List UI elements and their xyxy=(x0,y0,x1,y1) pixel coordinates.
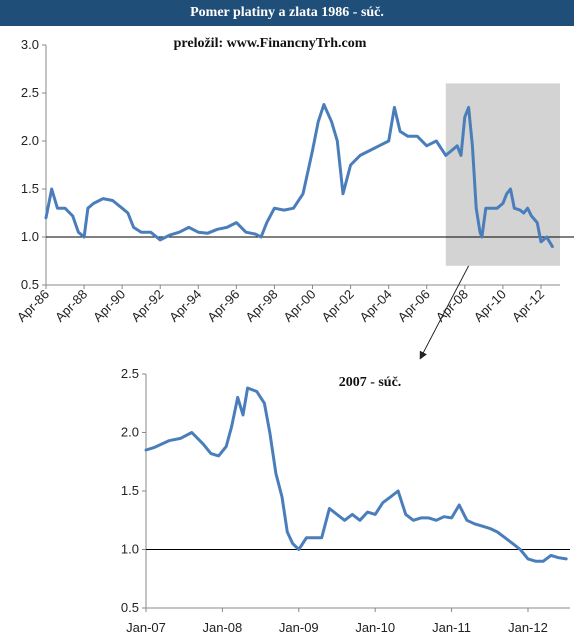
y-tick-label: 1.5 xyxy=(121,483,139,498)
x-tick-label: Apr-88 xyxy=(52,287,90,325)
x-tick-label: Apr-12 xyxy=(509,287,547,325)
x-tick-label: Jan-09 xyxy=(279,620,319,635)
y-tick-label: 2.5 xyxy=(121,366,139,381)
x-axis-ticks: Apr-86 Apr-88 Apr-90 Apr-92 Apr-94 Apr-96 Apr-… xyxy=(14,285,547,325)
x-tick-label: Apr-98 xyxy=(242,287,280,325)
x-tick-label: Apr-02 xyxy=(319,287,357,325)
x-tick-label: Apr-92 xyxy=(128,287,166,325)
ratio-series-line xyxy=(44,103,554,249)
y-tick-label: 1.5 xyxy=(21,181,39,196)
y-tick-label: 0.5 xyxy=(21,277,39,292)
x-tick-label: Apr-00 xyxy=(280,287,318,325)
y-axis-ticks: 0.5 1.0 1.5 2.0 2.5 xyxy=(121,366,146,615)
x-tick-label: Apr-90 xyxy=(90,287,128,325)
zoom-chart: 0.5 1.0 1.5 2.0 2.5 Jan-07 Jan-08 Jan-09 Jan-10… xyxy=(121,366,570,635)
chart-header: Pomer platiny a zlata 1986 - súč. xyxy=(0,0,574,26)
y-tick-label: 1.0 xyxy=(121,542,139,557)
ratio-series-line xyxy=(144,386,568,563)
chart-title: Pomer platiny a zlata 1986 - súč. xyxy=(190,5,384,20)
y-tick-label: 2.0 xyxy=(121,425,139,440)
x-tick-label: Jan-10 xyxy=(355,620,395,635)
main-chart: 0.51.01.52.02.53.0 Apr-86 Apr-88 Apr-90 Apr… xyxy=(14,36,574,325)
x-tick-label: Apr-96 xyxy=(204,287,242,325)
translator-credit: preložil: www.FinancnyTrh.com xyxy=(174,36,367,51)
y-tick-label: 2.0 xyxy=(21,133,39,148)
x-tick-label: Apr-06 xyxy=(395,287,433,325)
x-tick-label: Apr-04 xyxy=(357,287,395,325)
x-axis-ticks: Jan-07 Jan-08 Jan-09 Jan-10 Jan-11 Jan-12 xyxy=(126,608,548,635)
x-tick-label: Jan-08 xyxy=(203,620,243,635)
y-tick-label: 2.5 xyxy=(21,85,39,100)
x-tick-label: Jan-07 xyxy=(126,620,166,635)
y-tick-label: 0.5 xyxy=(121,600,139,615)
x-tick-label: Jan-12 xyxy=(508,620,548,635)
period-label: 2007 - súč. xyxy=(339,375,402,390)
x-tick-label: Apr-94 xyxy=(166,287,204,325)
x-tick-label: Apr-86 xyxy=(14,287,52,325)
y-axis-ticks: 0.5 1.0 1.5 2.0 2.5 3.0 xyxy=(21,37,46,292)
x-tick-label: Apr-08 xyxy=(433,287,471,325)
y-tick-label: 1.0 xyxy=(21,229,39,244)
y-tick-label: 3.0 xyxy=(21,37,39,52)
zoom-arrow xyxy=(419,265,470,360)
x-tick-label: Apr-10 xyxy=(471,287,509,325)
x-tick-label: Jan-11 xyxy=(432,620,471,635)
